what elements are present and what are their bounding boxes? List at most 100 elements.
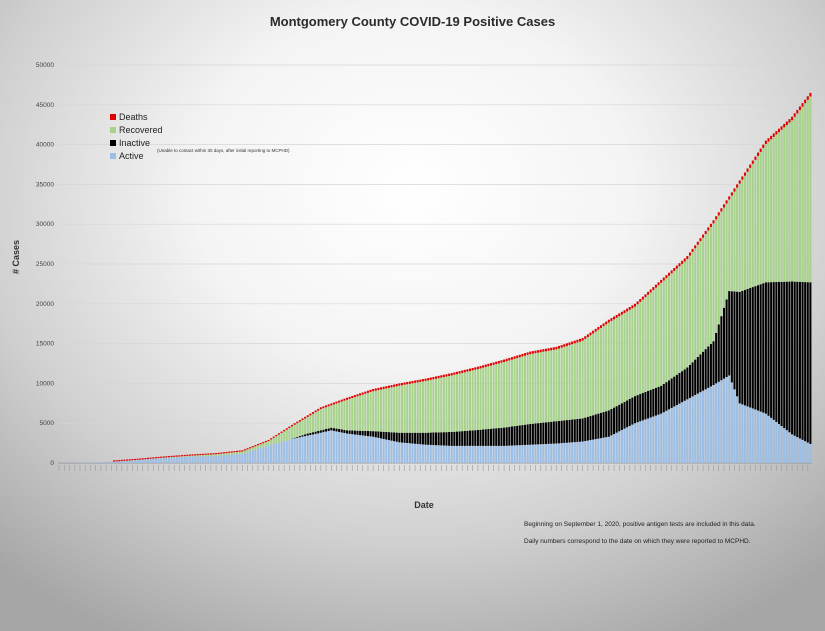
bar-segment-recovered: [275, 436, 278, 444]
bar-segment-deaths: [188, 454, 191, 456]
bar-segment-inactive: [311, 432, 314, 435]
bar-segment-deaths: [471, 367, 474, 371]
bar-segment-recovered: [510, 359, 513, 427]
legend-swatch-inactive: [110, 139, 116, 146]
bar-segment-inactive: [524, 424, 527, 445]
bar-segment-deaths: [448, 373, 451, 376]
bar-segment-recovered: [351, 398, 354, 431]
bar-segment-active: [641, 420, 644, 463]
bar-segment-recovered: [654, 287, 657, 388]
bar-segment-deaths: [531, 351, 534, 354]
bar-segment-deaths: [770, 135, 773, 140]
bar-segment-inactive: [427, 432, 430, 445]
bar-segment-deaths: [442, 374, 445, 378]
bar-segment-deaths: [639, 299, 642, 302]
bar-segment-active: [764, 413, 767, 463]
bar-segment-inactive: [482, 429, 485, 446]
bar-segment-recovered: [270, 439, 273, 445]
bar-segment-deaths: [120, 459, 123, 462]
bar-segment-recovered: [309, 415, 312, 433]
bar-segment-active: [236, 454, 239, 463]
bar-segment-inactive: [741, 290, 744, 405]
bar-segment-deaths: [283, 429, 286, 432]
bar-segment-recovered: [578, 341, 582, 419]
bar-segment-deaths: [408, 381, 411, 384]
bar-segment-active: [518, 445, 521, 463]
bar-segment-active: [133, 460, 136, 463]
bar-segment-recovered: [764, 144, 767, 283]
bar-segment-active: [233, 454, 236, 463]
bar-segment-recovered: [414, 382, 417, 433]
bar-segment-active: [228, 454, 231, 463]
bar-segment-inactive: [607, 410, 610, 437]
bar-segment-recovered: [215, 454, 218, 456]
bar-segment-deaths: [539, 349, 542, 353]
bar-segment-deaths: [262, 441, 265, 444]
y-tick-label: 5000: [40, 420, 55, 427]
bar-segment-inactive: [691, 362, 694, 397]
bar-segment-active: [489, 445, 493, 463]
bar-segment-recovered: [207, 454, 210, 457]
bar-segment-active: [191, 456, 194, 463]
bar-segment-active: [492, 445, 495, 463]
bar-segment-recovered: [369, 392, 372, 432]
bar-segment-active: [613, 434, 616, 463]
bar-segment-inactive: [631, 397, 634, 425]
bar-segment-recovered: [678, 266, 681, 373]
bar-segment-inactive: [435, 432, 438, 446]
bar-segment-active: [243, 453, 246, 463]
bar-segment-inactive: [353, 430, 356, 435]
bar-segment-active: [123, 460, 126, 463]
bar-segment-inactive: [662, 383, 665, 413]
bar-segment-deaths: [510, 357, 513, 360]
bar-segment-deaths: [806, 96, 809, 100]
bar-segment-recovered: [581, 340, 584, 419]
bar-segment-recovered: [675, 268, 678, 375]
bar-segment-recovered: [474, 369, 477, 431]
bar-segment-deaths: [204, 453, 207, 455]
bar-segment-recovered: [183, 456, 186, 457]
bar-segment-inactive: [542, 422, 545, 445]
bar-segment-recovered: [429, 379, 432, 433]
bar-segment-active: [605, 437, 608, 463]
bar-segment-recovered: [649, 292, 652, 390]
bar-segment-recovered: [228, 452, 231, 455]
bars: [58, 92, 812, 463]
bar-segment-recovered: [217, 453, 220, 456]
bar-segment-recovered: [712, 223, 715, 342]
bar-segment-inactive: [531, 423, 534, 445]
bar-segment-recovered: [181, 456, 184, 457]
bar-segment-inactive: [801, 281, 804, 440]
bar-segment-deaths: [277, 433, 280, 435]
bar-segment-recovered: [573, 343, 576, 420]
bar-segment-recovered: [345, 399, 349, 431]
bar-segment-recovered: [304, 418, 307, 435]
bar-segment-inactive: [623, 401, 626, 429]
bar-segment-active: [722, 378, 726, 463]
bar-segment-recovered: [230, 452, 233, 455]
bar-segment-active: [780, 426, 783, 463]
bar-segment-deaths: [270, 438, 273, 440]
bar-segment-recovered: [317, 410, 320, 432]
bar-segment-active: [524, 444, 527, 463]
bar-segment-recovered: [513, 358, 516, 427]
bar-segment-recovered: [390, 387, 393, 433]
bar-segment-inactive: [414, 432, 417, 444]
bar-segment-inactive: [599, 412, 602, 439]
bar-segment-deaths: [293, 423, 296, 425]
bar-segment-active: [92, 462, 95, 463]
bar-segment-active: [390, 440, 393, 463]
bar-segment-recovered: [665, 278, 668, 383]
bar-segment-recovered: [201, 454, 205, 457]
bar-segment-active: [699, 392, 702, 463]
bar-segment-active: [573, 442, 576, 463]
bar-segment-inactive: [393, 432, 396, 442]
bar-segment-active: [736, 396, 739, 463]
bar-segment-active: [730, 382, 733, 463]
bar-segment-inactive: [670, 378, 673, 408]
bar-segment-active: [534, 444, 537, 463]
bar-segment-active: [238, 454, 241, 463]
bar-segment-active: [427, 444, 430, 463]
bar-segment-recovered: [728, 199, 731, 292]
bar-segment-active: [681, 402, 684, 463]
